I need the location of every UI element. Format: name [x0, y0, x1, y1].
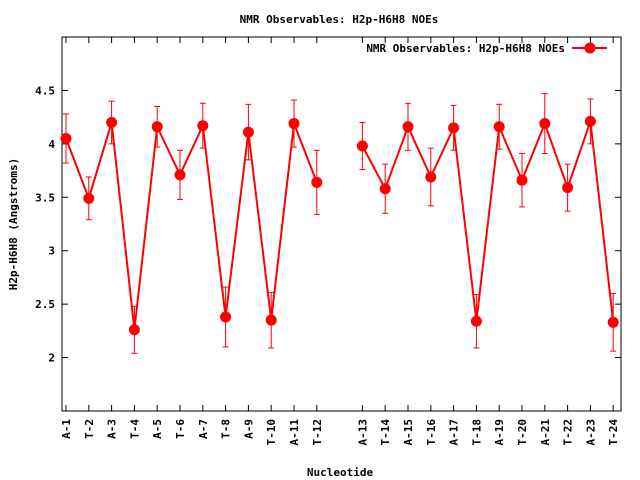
data-point	[242, 126, 254, 138]
x-tick-label: T-4	[128, 419, 141, 439]
data-point	[311, 176, 323, 188]
data-point	[379, 183, 391, 195]
y-tick-label: 4.5	[35, 84, 55, 97]
data-point	[60, 133, 72, 145]
x-tick-label: A-13	[356, 419, 369, 446]
data-point	[128, 324, 140, 336]
x-tick-label: T-8	[220, 419, 233, 439]
y-axis-label: H2p-H6H8 (Angstroms)	[7, 158, 20, 290]
data-point	[197, 120, 209, 132]
data-point	[151, 121, 163, 133]
x-tick-label: A-21	[539, 419, 552, 446]
series-line-segment	[361, 120, 615, 323]
x-tick-label: T-14	[379, 419, 392, 446]
data-point	[265, 314, 277, 326]
data-point	[220, 311, 232, 323]
data-point	[607, 316, 619, 328]
x-tick-label: T-18	[470, 419, 483, 446]
data-point	[470, 315, 482, 327]
legend: NMR Observables: H2p-H6H8 NOEs	[366, 42, 607, 55]
series-points	[60, 115, 619, 336]
y-tick-label: 2.5	[35, 298, 55, 311]
x-tick-label: A-7	[197, 419, 210, 439]
data-point	[539, 118, 551, 130]
data-point	[516, 174, 528, 186]
legend-marker-swatch	[584, 42, 596, 54]
x-tick-label: A-23	[584, 419, 597, 446]
x-tick-label: T-16	[425, 419, 438, 446]
legend-label: NMR Observables: H2p-H6H8 NOEs	[366, 42, 565, 55]
data-point	[493, 121, 505, 133]
x-axis-label: Nucleotide	[307, 466, 374, 479]
plot-area-frame	[61, 36, 622, 412]
y-tick-label: 4	[48, 138, 55, 151]
data-point	[288, 118, 300, 130]
data-point	[562, 182, 574, 194]
x-tick-label: T-2	[83, 419, 96, 439]
data-point	[584, 115, 596, 127]
x-tick-label: T-22	[562, 419, 575, 446]
data-point	[402, 121, 414, 133]
x-tick-label: A-11	[288, 419, 301, 446]
x-tick-label: A-17	[448, 419, 461, 446]
y-tick-label: 2	[48, 352, 55, 365]
y-tick-label: 3.5	[35, 191, 55, 204]
x-tick-label: T-12	[311, 419, 324, 446]
data-point	[83, 192, 95, 204]
data-point	[425, 171, 437, 183]
x-tick-label: A-15	[402, 419, 415, 446]
x-tick-label: T-10	[265, 419, 278, 446]
x-tick-label: A-9	[242, 419, 255, 439]
x-tick-label: A-19	[493, 419, 506, 446]
x-tick-label: A-5	[151, 419, 164, 439]
series-line	[65, 120, 615, 330]
series-line-segment	[65, 122, 318, 330]
x-axis: A-1 T-2 A-3 T-4 A-5 T-6 A-7 T-8 A-9 T-10 A-11 T-12 A…	[60, 37, 620, 446]
x-tick-label: A-1	[60, 419, 73, 439]
y-tick-label: 3	[48, 245, 55, 258]
data-point	[174, 169, 186, 181]
data-point	[106, 116, 118, 128]
x-tick-label: T-6	[174, 419, 187, 439]
data-point	[448, 122, 460, 134]
chart-title: NMR Observables: H2p-H6H8 NOEs	[240, 13, 439, 26]
x-tick-label: T-20	[516, 419, 529, 446]
x-tick-label: T-24	[607, 419, 620, 446]
data-point	[356, 140, 368, 152]
x-tick-label: A-3	[106, 419, 119, 439]
